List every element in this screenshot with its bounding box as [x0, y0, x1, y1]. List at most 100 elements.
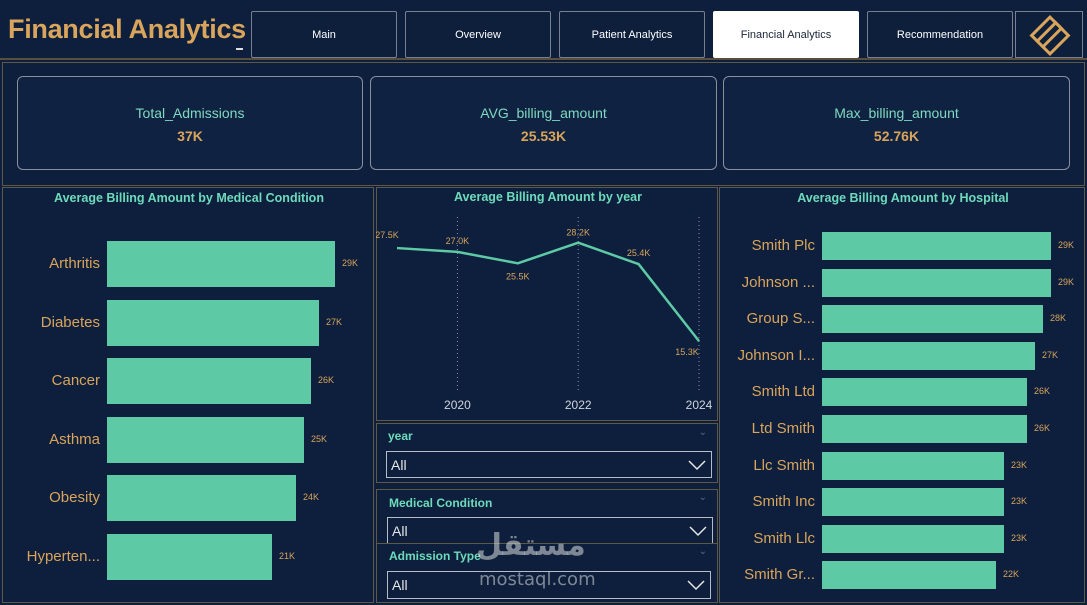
dropdown-value: All	[392, 577, 408, 593]
year-dropdown[interactable]: All	[386, 451, 712, 478]
category-label: Hyperten...	[26, 548, 100, 565]
category-label: Arthritis	[49, 255, 100, 272]
category-label: Diabetes	[40, 313, 100, 331]
data-label: 25.4K	[627, 248, 651, 258]
category-label: Llc Smith	[753, 456, 815, 474]
bar[interactable]	[822, 305, 1043, 334]
bar[interactable]	[107, 358, 311, 405]
x-tick-label: 2022	[565, 398, 592, 412]
slicer-title: Admission Type	[389, 549, 481, 563]
data-label: 25K	[311, 433, 328, 444]
kpi-card-avg-billing: AVG_billing_amount 25.53K	[370, 76, 717, 170]
data-label: 21K	[279, 551, 296, 561]
bar[interactable]	[107, 241, 335, 287]
bar[interactable]	[822, 341, 1035, 370]
chevron-down-icon[interactable]: ⌄	[698, 427, 707, 438]
slicer-year: year ⌄ All	[376, 423, 718, 483]
bar[interactable]	[107, 534, 272, 580]
slicer-title: Medical Condition	[389, 496, 493, 510]
admission-type-dropdown[interactable]: All	[387, 571, 711, 599]
slicer-title: year	[388, 429, 413, 443]
tab-patient-analytics[interactable]: Patient Analytics	[559, 11, 705, 58]
logo-button[interactable]	[1015, 11, 1083, 58]
category-label: Smith Gr...	[744, 566, 815, 584]
slicer-admission-type: Admission Type ⌄ All	[376, 543, 718, 603]
medical-condition-dropdown[interactable]: All	[387, 517, 713, 544]
panel-billing-by-year: Average Billing Amount by year	[376, 187, 718, 421]
header-divider	[0, 58, 1087, 60]
category-label: Smith Inc	[752, 493, 815, 511]
data-label: 25.5K	[506, 271, 530, 281]
category-label: Johnson ...	[741, 273, 815, 291]
data-label: 28K	[1050, 313, 1067, 324]
data-label: 23K	[1011, 496, 1028, 507]
bar[interactable]	[822, 232, 1051, 260]
data-label: 26K	[1034, 423, 1051, 433]
watermark-arabic: مستقل	[476, 528, 586, 563]
chart-title: Average Billing Amount by Hospital	[797, 191, 1009, 205]
data-label: 24K	[303, 492, 320, 503]
tab-label: Overview	[455, 28, 501, 41]
bar[interactable]	[822, 524, 1004, 553]
dropdown-value: All	[391, 456, 407, 473]
bar[interactable]	[107, 416, 304, 463]
chevron-down-icon	[688, 459, 706, 470]
x-tick-label: 2024	[686, 398, 713, 412]
tab-financial-analytics[interactable]: Financial Analytics	[713, 11, 859, 58]
kpi-label: Max_billing_amount	[834, 105, 959, 121]
chart-title: Average Billing Amount by year	[453, 190, 642, 204]
chevron-down-icon	[687, 580, 705, 591]
kpi-label: Total_Admissions	[135, 105, 245, 121]
slicer-medical-condition: Medical Condition ⌄ All	[376, 489, 718, 545]
data-label: 28.2K	[566, 228, 590, 238]
category-label: Asthma	[49, 430, 100, 448]
data-label: 23K	[1011, 459, 1028, 470]
bar[interactable]	[822, 451, 1004, 480]
category-label: Smith Llc	[753, 529, 815, 547]
series-line[interactable]	[396, 241, 700, 342]
kpi-card-total-admissions: Total_Admissions 37K	[17, 76, 363, 170]
category-label: Group S...	[746, 310, 815, 328]
category-label: Cancer	[51, 372, 100, 390]
data-label: 27.5K	[376, 230, 399, 240]
watermark-latin: mostaql.com	[479, 569, 596, 590]
bar[interactable]	[822, 561, 996, 590]
tab-main[interactable]: Main	[251, 11, 397, 58]
x-tick-label: 2020	[444, 398, 471, 412]
kpi-label: AVG_billing_amount	[480, 105, 607, 121]
data-label: 22K	[1003, 569, 1020, 580]
bar[interactable]	[107, 475, 296, 522]
kpi-card-max-billing: Max_billing_amount 52.76K	[723, 76, 1070, 170]
tab-label: Recommendation	[896, 28, 984, 41]
data-label: 27K	[326, 316, 343, 327]
kpi-value: 52.76K	[873, 128, 920, 144]
text-cursor	[236, 48, 243, 50]
chevron-down-icon	[689, 525, 707, 536]
data-label: 29K	[1058, 240, 1075, 250]
data-label: 27.0K	[446, 236, 470, 246]
category-label: Smith Ltd	[751, 383, 815, 401]
chevron-down-icon[interactable]: ⌄	[698, 546, 707, 557]
category-label: Obesity	[49, 489, 100, 507]
bar[interactable]	[822, 378, 1027, 407]
category-label: Smith Plc	[751, 237, 815, 254]
data-label: 27K	[1042, 349, 1059, 360]
bar[interactable]	[822, 415, 1027, 443]
chevron-down-icon[interactable]: ⌄	[698, 492, 707, 503]
bar[interactable]	[822, 268, 1051, 297]
diamond-logo-icon	[1029, 14, 1071, 57]
kpi-value: 25.53K	[520, 128, 567, 144]
tab-overview[interactable]: Overview	[405, 11, 551, 58]
dropdown-value: All	[392, 522, 408, 539]
tab-label: Main	[312, 28, 336, 41]
bar[interactable]	[822, 488, 1004, 517]
data-label: 29K	[1058, 276, 1075, 287]
kpi-value: 37K	[177, 128, 203, 144]
bar[interactable]	[107, 299, 319, 346]
tab-recommendation[interactable]: Recommendation	[867, 11, 1013, 58]
kpi-section	[2, 62, 1085, 186]
page-title: Financial Analytics	[8, 14, 246, 44]
data-label: 26K	[318, 375, 335, 386]
category-label: Johnson I...	[737, 346, 815, 364]
data-label: 23K	[1011, 532, 1028, 543]
